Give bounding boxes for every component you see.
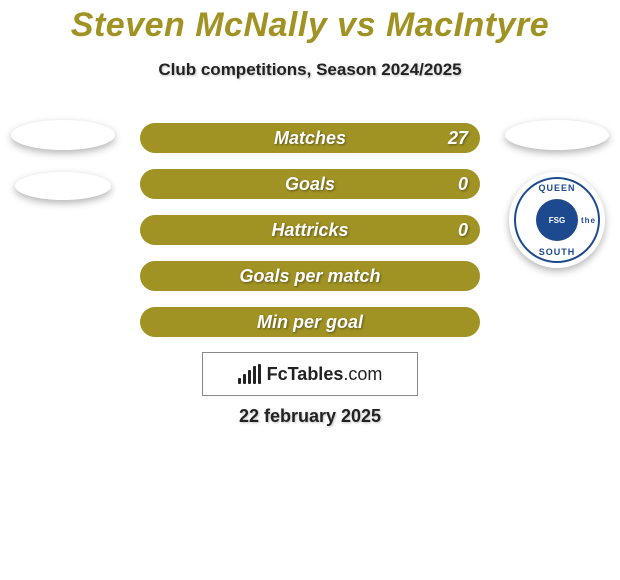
left-badge-column [8,120,118,222]
stat-bars: Matches27Goals0Hattricks0Goals per match… [140,123,480,353]
stat-bar-row: Min per goal [140,307,480,337]
stat-bar-label: Matches [140,123,480,153]
left-badge-0 [11,120,115,150]
stat-bar-value: 27 [448,123,468,153]
right-badge-0 [505,120,609,150]
stat-bar-value: 0 [458,169,468,199]
stat-bar-label: Goals per match [140,261,480,291]
brand-logo-icon [238,364,261,384]
stat-bar-row: Goals per match [140,261,480,291]
stat-bar-label: Goals [140,169,480,199]
stat-bar-label: Hattricks [140,215,480,245]
stat-bar-row: Goals0 [140,169,480,199]
date-line: 22 february 2025 [0,406,620,427]
stat-bar-value: 0 [458,215,468,245]
brand-text-light: .com [343,364,382,384]
stat-bar-label: Min per goal [140,307,480,337]
left-badge-1 [15,172,111,200]
page-title: Steven McNally vs MacIntyre [0,6,620,45]
brand-box: FcTables.com [202,352,418,396]
page-subtitle: Club competitions, Season 2024/2025 [0,60,620,80]
right-badge-column: QUEENof theSOUTHFSG [502,120,612,290]
stat-bar-row: Matches27 [140,123,480,153]
comparison-canvas: Steven McNally vs MacIntyre Club competi… [0,0,620,580]
brand-text: FcTables.com [267,364,383,385]
brand-text-bold: FcTables [267,364,344,384]
stat-bar-row: Hattricks0 [140,215,480,245]
club-crest-queen-of-the-south: QUEENof theSOUTHFSG [509,172,605,268]
